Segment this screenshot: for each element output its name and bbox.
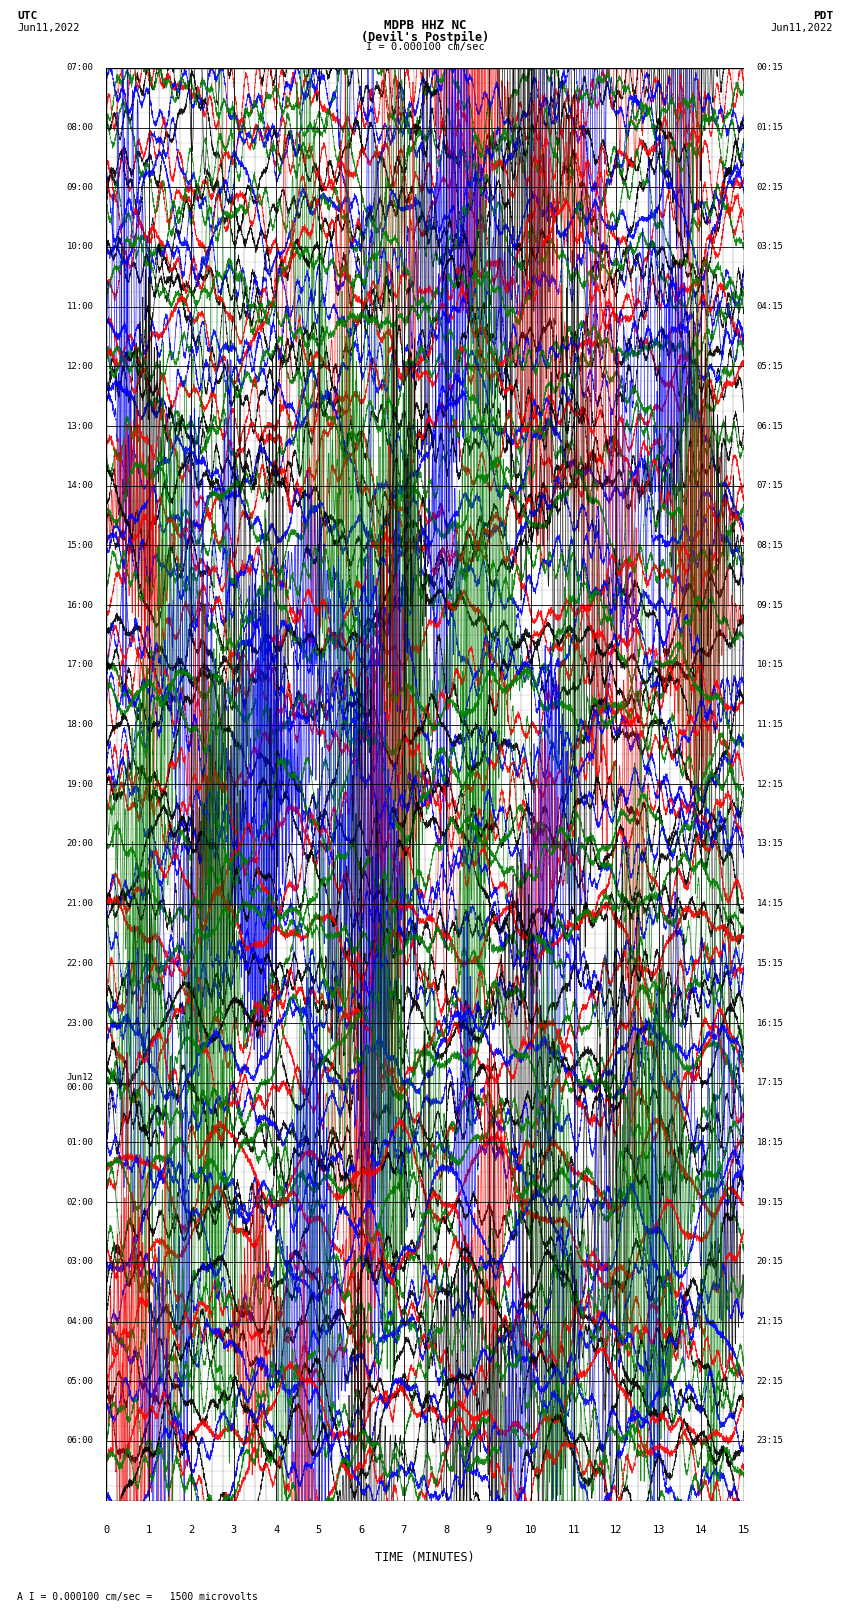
Text: 3: 3 bbox=[230, 1524, 237, 1534]
Text: 23:15: 23:15 bbox=[756, 1437, 784, 1445]
Text: 19:15: 19:15 bbox=[756, 1198, 784, 1207]
Text: 14: 14 bbox=[695, 1524, 708, 1534]
Text: 01:00: 01:00 bbox=[66, 1139, 94, 1147]
Text: 13:15: 13:15 bbox=[756, 839, 784, 848]
Text: 02:15: 02:15 bbox=[756, 182, 784, 192]
Text: 20:15: 20:15 bbox=[756, 1258, 784, 1266]
Text: 03:15: 03:15 bbox=[756, 242, 784, 252]
Text: 21:00: 21:00 bbox=[66, 898, 94, 908]
Text: 07:15: 07:15 bbox=[756, 481, 784, 490]
Text: 7: 7 bbox=[400, 1524, 407, 1534]
Text: 11: 11 bbox=[568, 1524, 580, 1534]
Text: 10: 10 bbox=[525, 1524, 537, 1534]
Text: UTC: UTC bbox=[17, 11, 37, 21]
Text: 17:00: 17:00 bbox=[66, 660, 94, 669]
Text: 15:00: 15:00 bbox=[66, 540, 94, 550]
Text: 16:15: 16:15 bbox=[756, 1018, 784, 1027]
Text: 00:15: 00:15 bbox=[756, 63, 784, 73]
Text: 22:00: 22:00 bbox=[66, 958, 94, 968]
Text: Jun11,2022: Jun11,2022 bbox=[17, 23, 80, 32]
Text: 1: 1 bbox=[145, 1524, 151, 1534]
Text: 07:00: 07:00 bbox=[66, 63, 94, 73]
Text: 18:00: 18:00 bbox=[66, 719, 94, 729]
Text: 2: 2 bbox=[188, 1524, 195, 1534]
Text: 21:15: 21:15 bbox=[756, 1318, 784, 1326]
Text: 0: 0 bbox=[103, 1524, 109, 1534]
Text: 11:00: 11:00 bbox=[66, 302, 94, 311]
Text: 18:15: 18:15 bbox=[756, 1139, 784, 1147]
Text: 9: 9 bbox=[485, 1524, 492, 1534]
Text: 09:00: 09:00 bbox=[66, 182, 94, 192]
Text: 05:00: 05:00 bbox=[66, 1378, 94, 1386]
Text: 13: 13 bbox=[653, 1524, 666, 1534]
Text: 12:15: 12:15 bbox=[756, 779, 784, 789]
Text: 4: 4 bbox=[273, 1524, 280, 1534]
Text: 10:00: 10:00 bbox=[66, 242, 94, 252]
Text: 04:15: 04:15 bbox=[756, 302, 784, 311]
Text: 10:15: 10:15 bbox=[756, 660, 784, 669]
Text: 15: 15 bbox=[738, 1524, 751, 1534]
Text: 04:00: 04:00 bbox=[66, 1318, 94, 1326]
Text: Jun11,2022: Jun11,2022 bbox=[770, 23, 833, 32]
Text: 19:00: 19:00 bbox=[66, 779, 94, 789]
Text: 06:00: 06:00 bbox=[66, 1437, 94, 1445]
Text: 13:00: 13:00 bbox=[66, 421, 94, 431]
Text: 6: 6 bbox=[358, 1524, 365, 1534]
Text: 01:15: 01:15 bbox=[756, 123, 784, 132]
Text: (Devil's Postpile): (Devil's Postpile) bbox=[361, 31, 489, 44]
Text: 15:15: 15:15 bbox=[756, 958, 784, 968]
Text: 03:00: 03:00 bbox=[66, 1258, 94, 1266]
Text: 14:15: 14:15 bbox=[756, 898, 784, 908]
Text: 12: 12 bbox=[610, 1524, 622, 1534]
Text: 12:00: 12:00 bbox=[66, 361, 94, 371]
Text: 11:15: 11:15 bbox=[756, 719, 784, 729]
Text: 14:00: 14:00 bbox=[66, 481, 94, 490]
Text: Jun12
00:00: Jun12 00:00 bbox=[66, 1073, 94, 1092]
Text: PDT: PDT bbox=[813, 11, 833, 21]
Text: 09:15: 09:15 bbox=[756, 600, 784, 610]
Text: 06:15: 06:15 bbox=[756, 421, 784, 431]
Text: MDPB HHZ NC: MDPB HHZ NC bbox=[383, 19, 467, 32]
Text: TIME (MINUTES): TIME (MINUTES) bbox=[375, 1552, 475, 1565]
Text: 22:15: 22:15 bbox=[756, 1378, 784, 1386]
Text: 08:15: 08:15 bbox=[756, 540, 784, 550]
Text: 8: 8 bbox=[443, 1524, 450, 1534]
Text: 23:00: 23:00 bbox=[66, 1018, 94, 1027]
Text: 05:15: 05:15 bbox=[756, 361, 784, 371]
Text: 20:00: 20:00 bbox=[66, 839, 94, 848]
Text: 02:00: 02:00 bbox=[66, 1198, 94, 1207]
Text: 5: 5 bbox=[315, 1524, 322, 1534]
Text: 16:00: 16:00 bbox=[66, 600, 94, 610]
Text: 08:00: 08:00 bbox=[66, 123, 94, 132]
Text: I = 0.000100 cm/sec: I = 0.000100 cm/sec bbox=[366, 42, 484, 52]
Text: A I = 0.000100 cm/sec =   1500 microvolts: A I = 0.000100 cm/sec = 1500 microvolts bbox=[17, 1592, 258, 1602]
Text: 17:15: 17:15 bbox=[756, 1077, 784, 1087]
